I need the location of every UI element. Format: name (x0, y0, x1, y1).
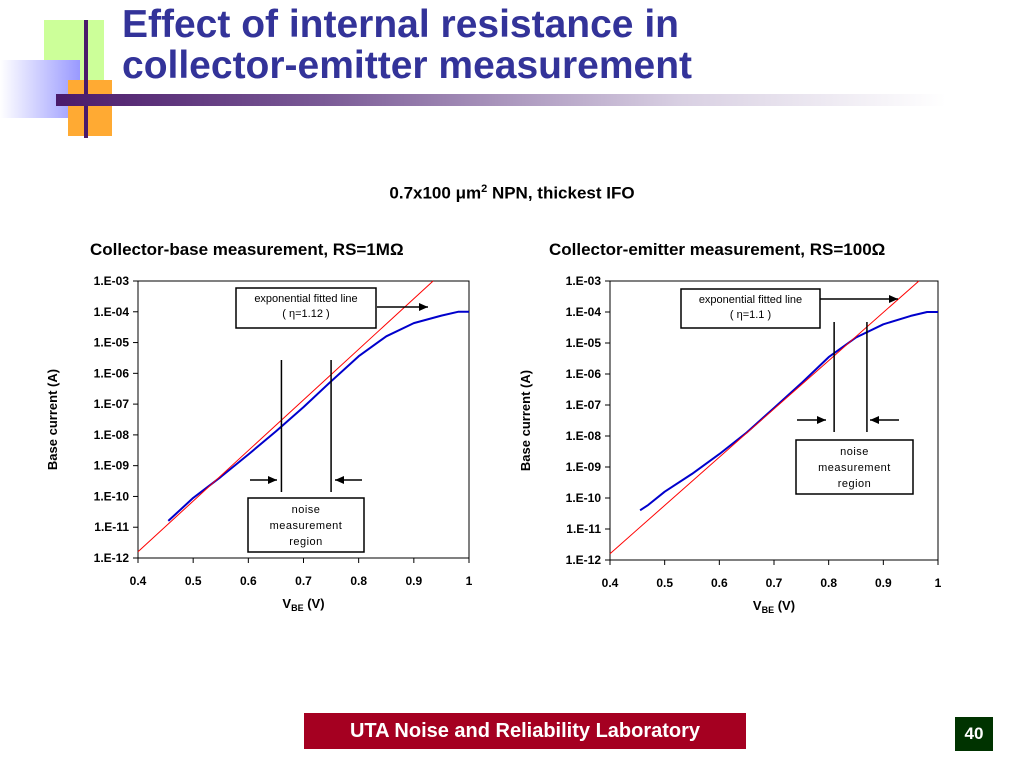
right-y-tick-label: 1.E-04 (566, 305, 602, 319)
left-fit-line (137, 280, 434, 553)
left-y-tick-label: 1.E-04 (94, 305, 130, 319)
left-y-tick-label: 1.E-06 (94, 366, 130, 380)
left-y-tick-label: 1.E-10 (94, 489, 130, 503)
right-x-axis-title-main: V (753, 598, 762, 613)
right-x-axis-title-unit: (V) (774, 598, 795, 613)
right-y-tick-label: 1.E-11 (566, 522, 601, 536)
left-x-tick-label: 0.5 (185, 574, 202, 588)
footer-lab-name: UTA Noise and Reliability Laboratory (304, 713, 746, 749)
right-x-tick-label: 0.7 (766, 576, 783, 590)
subtitle-text-end: NPN, thickest IFO (487, 183, 635, 203)
right-x-axis-title-sub: BE (762, 605, 775, 615)
right-y-tick-label: 1.E-10 (566, 491, 602, 505)
left-y-tick-label: 1.E-11 (94, 520, 129, 534)
right-x-tick-label: 0.8 (820, 576, 837, 590)
page-number: 40 (955, 717, 993, 751)
right-fit-label-line-2: ( η=1.1 ) (730, 309, 771, 321)
right-noise-label-line-3: region (838, 478, 872, 490)
right-y-tick-label: 1.E-05 (566, 336, 602, 350)
right-y-tick-label: 1.E-09 (566, 460, 602, 474)
left-noise-arrow-left-head (268, 476, 277, 484)
right-measured-line (639, 311, 938, 512)
right-fit-label-box (680, 288, 821, 329)
slide-title-line-2: collector-emitter measurement (122, 44, 693, 87)
decor-orange-square (68, 80, 112, 136)
left-x-tick-label: 1 (466, 574, 473, 588)
left-fit-label-line-1: exponential fitted line (254, 293, 357, 305)
decor-horizontal-bar (56, 94, 946, 106)
right-noise-label-line-2: measurement (818, 462, 891, 474)
right-x-tick-label: 0.9 (875, 576, 892, 590)
subtitle-superscript: 2 (481, 183, 488, 195)
right-y-tick-label: 1.E-07 (566, 398, 602, 412)
right-y-axis-title: Base current (A) (518, 370, 533, 471)
left-x-axis-title-main: V (282, 596, 291, 611)
right-noise-label-line-1: noise (840, 446, 869, 458)
right-y-tick-label: 1.E-06 (566, 367, 602, 381)
left-y-tick-label: 1.E-12 (94, 551, 130, 565)
left-noise-label-line-2: measurement (270, 520, 343, 532)
left-noise-arrow-right-head (335, 476, 344, 484)
left-chart-title: Collector-base measurement, RS=1MΩ (90, 240, 404, 259)
left-measured-line (167, 310, 469, 522)
slide-title-line-1: Effect of internal resistance in (122, 3, 679, 46)
left-x-tick-label: 0.8 (350, 574, 367, 588)
left-noise-label-box (247, 497, 365, 553)
right-x-tick-label: 0.5 (656, 576, 673, 590)
left-chart: 1.E-12 1.E-11 1.E-10 1.E-09 1.E-08 1.E-07 1.E-… (45, 274, 473, 613)
left-fit-label-arrow-head (419, 303, 428, 311)
left-fit-label-box (235, 287, 377, 329)
decor-vertical-bar (84, 20, 88, 138)
right-noise-arrow-left-head (817, 416, 826, 424)
left-y-tick-label: 1.E-09 (94, 459, 130, 473)
left-x-tick-label: 0.7 (295, 574, 312, 588)
right-x-axis-title: VBE (V) (753, 598, 795, 615)
right-y-tick-label: 1.E-12 (566, 553, 602, 567)
left-y-tick-label: 1.E-05 (94, 336, 130, 350)
right-noise-label-box (795, 439, 914, 495)
left-noise-label-line-3: region (289, 536, 323, 548)
right-y-tick-label: 1.E-08 (566, 429, 602, 443)
left-x-tick-label: 0.6 (240, 574, 257, 588)
left-x-axis-title: VBE (V) (282, 596, 324, 613)
left-y-tick-label: 1.E-07 (94, 397, 130, 411)
left-y-axis-title: Base current (A) (45, 369, 60, 470)
right-noise-arrow-right-head (870, 416, 879, 424)
left-fit-label-line-2: ( η=1.12 ) (282, 308, 329, 320)
right-chart-title: Collector-emitter measurement, RS=100Ω (549, 240, 886, 259)
right-fit-label-arrow-head (889, 295, 898, 303)
slide-title: Effect of internal resistance in collect… (122, 4, 692, 86)
right-x-tick-label: 1 (935, 576, 942, 590)
left-noise-label-line-1: noise (292, 504, 321, 516)
decor-blue-square (0, 60, 80, 118)
right-x-tick-label: 0.4 (602, 576, 619, 590)
left-y-tick-label: 1.E-03 (94, 274, 130, 288)
right-x-tick-label: 0.6 (711, 576, 728, 590)
left-y-tick-label: 1.E-08 (94, 428, 130, 442)
left-x-axis-title-sub: BE (291, 603, 304, 613)
right-y-tick-label: 1.E-03 (566, 274, 602, 288)
subtitle-text: 0.7x100 μm (389, 183, 482, 203)
left-x-tick-label: 0.4 (130, 574, 147, 588)
left-x-axis-title-unit: (V) (304, 596, 325, 611)
right-fit-label-line-1: exponential fitted line (699, 294, 802, 306)
right-chart: 1.E-12 1.E-11 1.E-10 1.E-09 1.E-08 1.E-07 1.E-… (518, 274, 942, 615)
left-x-tick-label: 0.9 (405, 574, 422, 588)
slide-subtitle: 0.7x100 μm2 NPN, thickest IFO (0, 183, 1024, 204)
